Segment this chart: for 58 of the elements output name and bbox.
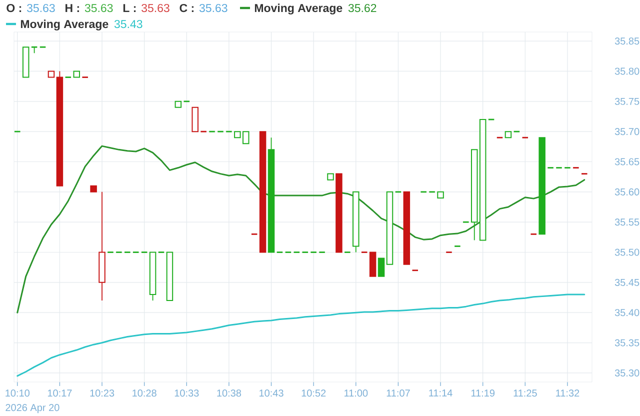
x-tick-label: 10:52 [302,390,326,397]
y-tick-label: 35.60 [614,188,640,196]
candlestick [437,191,444,198]
y-tick-label: 35.35 [614,339,640,346]
candlestick [479,119,486,241]
text: 35.63 [199,4,228,12]
text: 35.43 [114,20,142,28]
x-tick-label: 10:17 [48,390,72,397]
candlestick [48,70,55,78]
y-tick-label: 35.40 [614,309,640,316]
candlestick [259,131,266,253]
candlestick [336,173,342,253]
candlestick [369,252,376,277]
x-tick-label: 10:33 [174,390,199,397]
text: 35.63 [142,4,170,12]
x-tick-label: 11:19 [471,390,495,397]
text: L : [123,4,136,12]
text: 35.62 [348,4,376,12]
candlestick [30,46,38,54]
legend-label: Moving Average [20,20,108,30]
candlestick [174,100,182,108]
y-tick-label: 35.70 [614,128,640,136]
candlestick [504,131,512,138]
candlestick [22,46,30,78]
candlestick [386,191,394,265]
y-tick-label: 35.65 [614,158,640,166]
x-tick-label: 11:14 [429,390,452,396]
x-tick-label: 11:25 [514,390,537,397]
text: 2026 Apr 20 [6,404,60,414]
text: 35.63 [84,4,113,12]
y-tick-label: 35.55 [614,218,640,226]
text: 35.63 [27,4,55,12]
x-tick-label: 11:32 [556,390,580,397]
y-tick-label: 35.85 [614,38,640,45]
y-tick-label: 35.75 [614,98,640,105]
x-tick-label: 10:38 [217,390,242,397]
text: O : [6,4,22,12]
candlestick [378,258,385,277]
text: C : [180,4,194,12]
x-tick-label: 11:07 [386,390,410,397]
candlestick [73,70,80,78]
x-tick-label: 10:28 [132,390,156,397]
candlestick [90,185,97,192]
y-tick-label: 35.45 [614,278,640,286]
candlestick [166,252,174,302]
candlestick [538,137,546,235]
text: H : [66,4,79,12]
legend-label: Moving Average [254,4,342,14]
y-tick-label: 35.50 [614,248,640,256]
x-tick-label: 10:43 [260,390,284,397]
y-tick-label: 35.80 [614,68,640,75]
x-tick-label: 11:00 [344,390,368,397]
candlestick [192,106,198,132]
candlestick [403,191,410,265]
y-tick-label: 35.30 [614,369,640,376]
x-tick-label: 10:23 [90,390,114,397]
x-tick-label: 10:10 [6,390,30,397]
candlestick [327,173,334,180]
